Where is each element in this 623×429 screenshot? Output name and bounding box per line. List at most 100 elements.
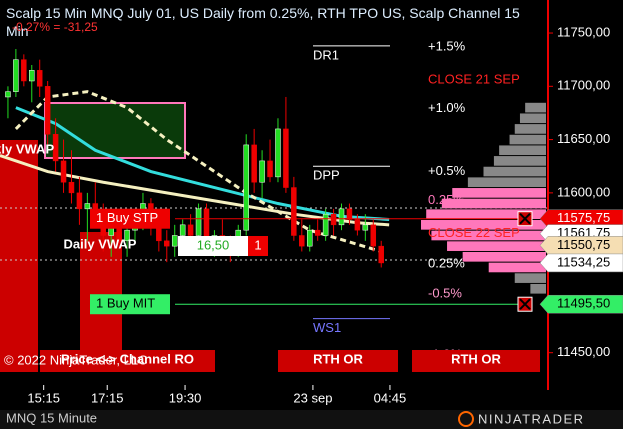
candle-body (124, 229, 130, 242)
order-label: 1 Buy MIT (96, 296, 155, 311)
y-tick-label: 11600,00 (557, 184, 610, 199)
candle-body (299, 235, 305, 247)
profile-bar (467, 177, 546, 188)
candle-body (322, 213, 329, 236)
x-tick-label: 17:15 (91, 390, 124, 405)
pivot-label: DR1 (313, 47, 339, 62)
candle-body (52, 134, 59, 162)
candle-body (171, 235, 178, 247)
candle-body (362, 224, 369, 231)
percent-label: -0.5% (428, 286, 462, 301)
button[interactable] (40, 350, 215, 372)
candle-body (164, 240, 170, 247)
button[interactable] (278, 350, 398, 372)
profile-bar (499, 145, 546, 156)
logo-icon (458, 411, 474, 427)
pivot-label: DPP (313, 168, 340, 183)
candle-body (267, 160, 273, 178)
session-bar (0, 140, 38, 372)
qty-box (248, 236, 268, 256)
profile-bar (421, 220, 546, 230)
price-marker-label: 11534,25 (557, 254, 610, 269)
footer-bar (0, 410, 623, 429)
profile-bar (447, 241, 546, 251)
percent-label: CLOSE 21 SEP (428, 71, 520, 86)
candle-body (291, 187, 297, 236)
profile-bar (514, 124, 546, 134)
chart-title: Scalp 15 Min MNQ July 01, US Daily from … (6, 5, 520, 39)
candle-body (354, 219, 361, 231)
percent-label: +1.5% (428, 38, 466, 53)
instrument: MNQ 15 Minute (6, 410, 97, 425)
x-tick-label: 15:15 (27, 390, 60, 405)
profile-bar (426, 209, 546, 220)
profile-bar (462, 251, 546, 262)
profile-bar (519, 113, 546, 124)
candle-body (378, 245, 384, 264)
button[interactable] (412, 350, 540, 372)
y-tick-label: 11700,00 (557, 78, 610, 93)
price-marker (539, 294, 623, 314)
cancel-x (519, 213, 531, 225)
candle-body (13, 59, 19, 92)
candle-body (179, 224, 186, 236)
candle-body (76, 192, 83, 210)
profile-bar (483, 166, 546, 177)
candle-body (60, 160, 67, 183)
candle-body (314, 229, 321, 236)
x-tick-label: 04:45 (374, 390, 407, 405)
profile-bar (441, 198, 546, 209)
candle-body (243, 144, 249, 231)
y-tick-label: 11750,00 (557, 24, 610, 39)
candle-body (306, 229, 313, 247)
indicator-line (14, 90, 382, 253)
percent-label: 0.25% (428, 192, 465, 207)
candle-body (44, 86, 51, 135)
candle-body (346, 208, 353, 220)
price-marker (539, 253, 623, 273)
price-marker-label: 11550,75 (557, 237, 610, 252)
candle-body (283, 128, 289, 188)
candle-body (29, 70, 35, 82)
candle-body (68, 181, 75, 194)
profile-bar (514, 273, 546, 283)
percent-label: 0.25% (428, 256, 465, 271)
price-marker-label: 11575,75 (557, 210, 610, 225)
profile-bar (493, 156, 546, 166)
candle-body (275, 128, 281, 178)
candle-body (187, 224, 194, 236)
candle-body (5, 91, 11, 98)
candle-body (338, 208, 345, 226)
indicator-line (0, 154, 390, 227)
vwap-label: Daily VWAP (64, 236, 137, 251)
cancel-x (519, 298, 531, 310)
order-label: 1 Buy STP (96, 210, 158, 225)
candle-body (84, 203, 91, 210)
y-tick-label: 11450,00 (557, 344, 610, 359)
copyright: © 2022 NinjaTrader, LLC (4, 352, 148, 367)
candle-body (330, 213, 337, 226)
button-label: RTH OR (313, 351, 363, 366)
pnl-box (178, 236, 248, 256)
profile-bar (509, 134, 546, 145)
y-tick-label: 11650,00 (557, 131, 610, 146)
percent-label: +1.0% (428, 100, 466, 115)
order-box[interactable] (90, 208, 170, 229)
button-label: RTH OR (451, 351, 501, 366)
x-tick-label: 19:30 (169, 390, 202, 405)
percent-label: +0.5% (428, 163, 466, 178)
change: -0.27% = -31,25 (12, 20, 98, 34)
profile-bar (488, 262, 546, 273)
quantity: 1 (254, 237, 261, 252)
order-box[interactable] (90, 294, 170, 315)
vwap-label: Wkly VWAP (0, 141, 54, 156)
candle-body (21, 59, 27, 82)
pivot-label: WS1 (313, 320, 341, 335)
candle-body (36, 70, 43, 87)
candle-body (370, 224, 377, 247)
button-label: Price <-> Channel RO (61, 351, 194, 366)
price-marker (539, 236, 623, 255)
pnl: 16,50 (197, 237, 230, 252)
profile-bar (530, 283, 546, 294)
